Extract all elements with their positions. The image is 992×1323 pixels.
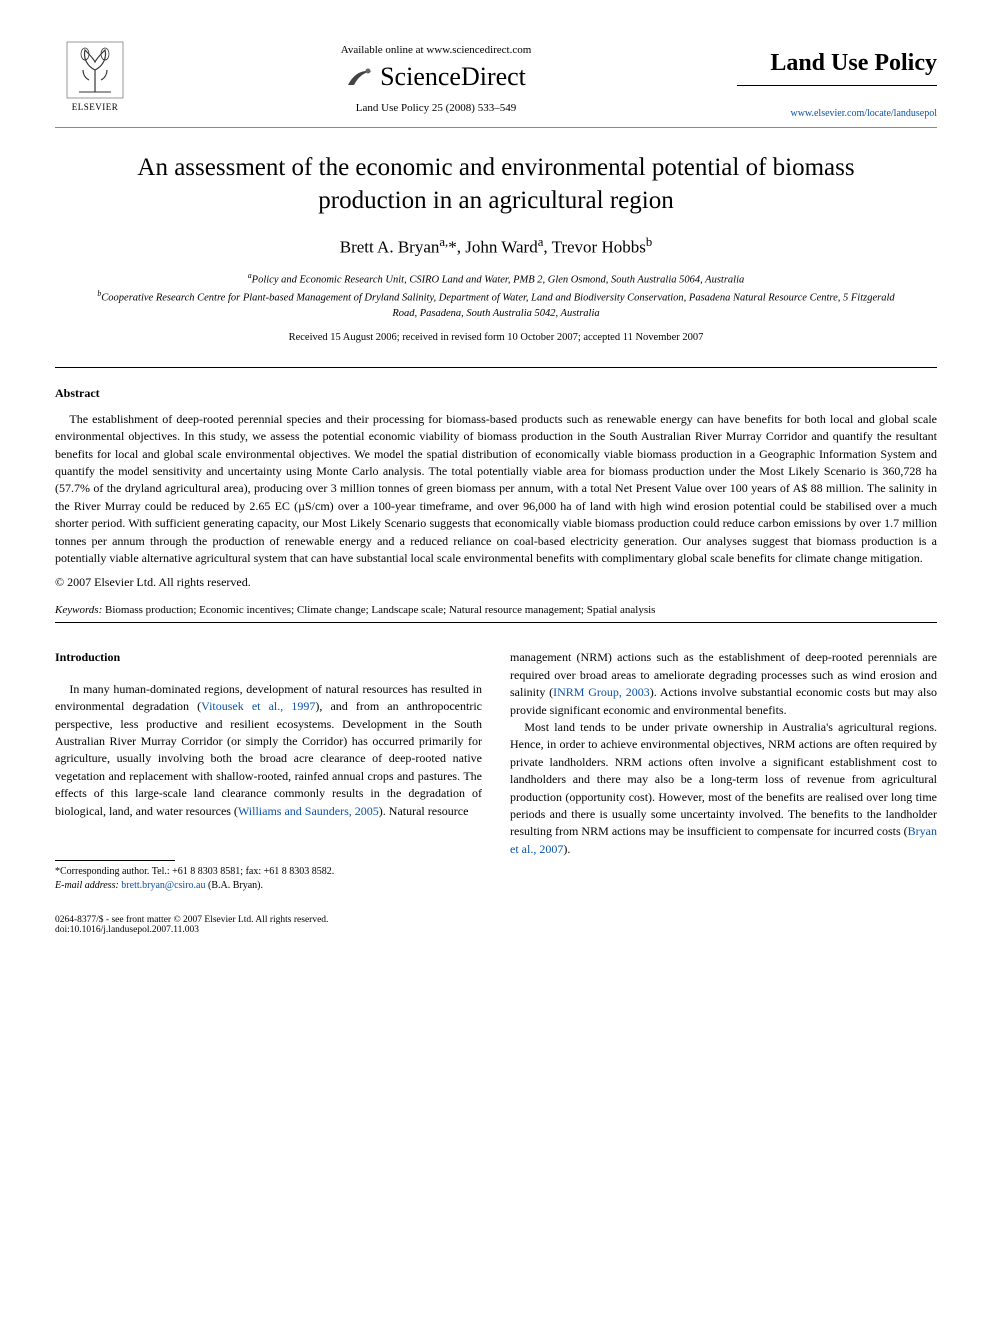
email-name: (B.A. Bryan). — [208, 880, 263, 891]
doi-line: doi:10.1016/j.landusepol.2007.11.003 — [55, 925, 328, 935]
publisher-name: ELSEVIER — [72, 102, 119, 112]
affiliation-b: bCooperative Research Centre for Plant-b… — [95, 288, 897, 322]
introduction-heading: Introduction — [55, 649, 482, 666]
page-footer-meta: 0264-8377/$ - see front matter © 2007 El… — [55, 915, 937, 935]
keywords-list: Biomass production; Economic incentives;… — [105, 604, 655, 616]
intro-para-2: Most land tends to be under private owne… — [510, 719, 937, 858]
p1-text-b: ), and from an anthropocentric perspecti… — [55, 699, 482, 817]
elsevier-tree-icon — [65, 40, 125, 100]
cite-inrm[interactable]: INRM Group, 2003 — [553, 685, 650, 699]
affil-b-text: Cooperative Research Centre for Plant-ba… — [101, 292, 894, 319]
affiliation-a: aPolicy and Economic Research Unit, CSIR… — [95, 270, 897, 288]
corr-email-line: E-mail address: brett.bryan@csiro.au (B.… — [55, 879, 482, 893]
sciencedirect-logo: ScienceDirect — [135, 62, 737, 92]
email-label: E-mail address: — [55, 880, 119, 891]
cite-vitousek[interactable]: Vitousek et al., 1997 — [201, 699, 315, 713]
intro-para-1-cont: management (NRM) actions such as the est… — [510, 649, 937, 719]
article-title: An assessment of the economic and enviro… — [115, 152, 877, 217]
title-rule — [55, 367, 937, 368]
journal-block: Land Use Policy www.elsevier.com/locate/… — [737, 40, 937, 119]
author-list: Brett A. Bryana,*, John Warda, Trevor Ho… — [55, 235, 937, 258]
journal-url[interactable]: www.elsevier.com/locate/landusepol — [737, 108, 937, 119]
footnote-rule — [55, 860, 175, 861]
keywords-label: Keywords: — [55, 604, 102, 616]
sciencedirect-swoosh-icon — [346, 65, 374, 89]
journal-citation: Land Use Policy 25 (2008) 533–549 — [135, 102, 737, 114]
corresponding-author-footnote: *Corresponding author. Tel.: +61 8 8303 … — [55, 865, 482, 893]
email-address[interactable]: brett.bryan@csiro.au — [121, 880, 205, 891]
sciencedirect-text: ScienceDirect — [380, 62, 526, 92]
corr-author-line: *Corresponding author. Tel.: +61 8 8303 … — [55, 865, 482, 879]
available-online-text: Available online at www.sciencedirect.co… — [135, 44, 737, 56]
p1-text-c: ). Natural resource — [379, 804, 469, 818]
article-dates: Received 15 August 2006; received in rev… — [55, 332, 937, 343]
column-left: Introduction In many human-dominated reg… — [55, 649, 482, 893]
body-columns: Introduction In many human-dominated reg… — [55, 649, 937, 893]
abstract-heading: Abstract — [55, 386, 937, 401]
header-rule — [55, 127, 937, 128]
affil-a-text: Policy and Economic Research Unit, CSIRO… — [252, 274, 745, 285]
keywords-line: Keywords: Biomass production; Economic i… — [55, 604, 937, 616]
abstract-body: The establishment of deep-rooted perenni… — [55, 411, 937, 568]
p2-text-a: Most land tends to be under private owne… — [510, 720, 937, 838]
abstract-copyright: © 2007 Elsevier Ltd. All rights reserved… — [55, 575, 937, 590]
intro-para-1: In many human-dominated regions, develop… — [55, 681, 482, 820]
cite-williams[interactable]: Williams and Saunders, 2005 — [238, 804, 379, 818]
publisher-block: ELSEVIER — [55, 40, 135, 112]
journal-title: Land Use Policy — [737, 50, 937, 86]
abstract-rule — [55, 622, 937, 623]
journal-header: ELSEVIER Available online at www.science… — [55, 40, 937, 119]
footer-left: 0264-8377/$ - see front matter © 2007 El… — [55, 915, 328, 935]
front-matter-line: 0264-8377/$ - see front matter © 2007 El… — [55, 915, 328, 925]
header-center: Available online at www.sciencedirect.co… — [135, 40, 737, 114]
p2-text-b: ). — [563, 842, 570, 856]
column-right: management (NRM) actions such as the est… — [510, 649, 937, 893]
